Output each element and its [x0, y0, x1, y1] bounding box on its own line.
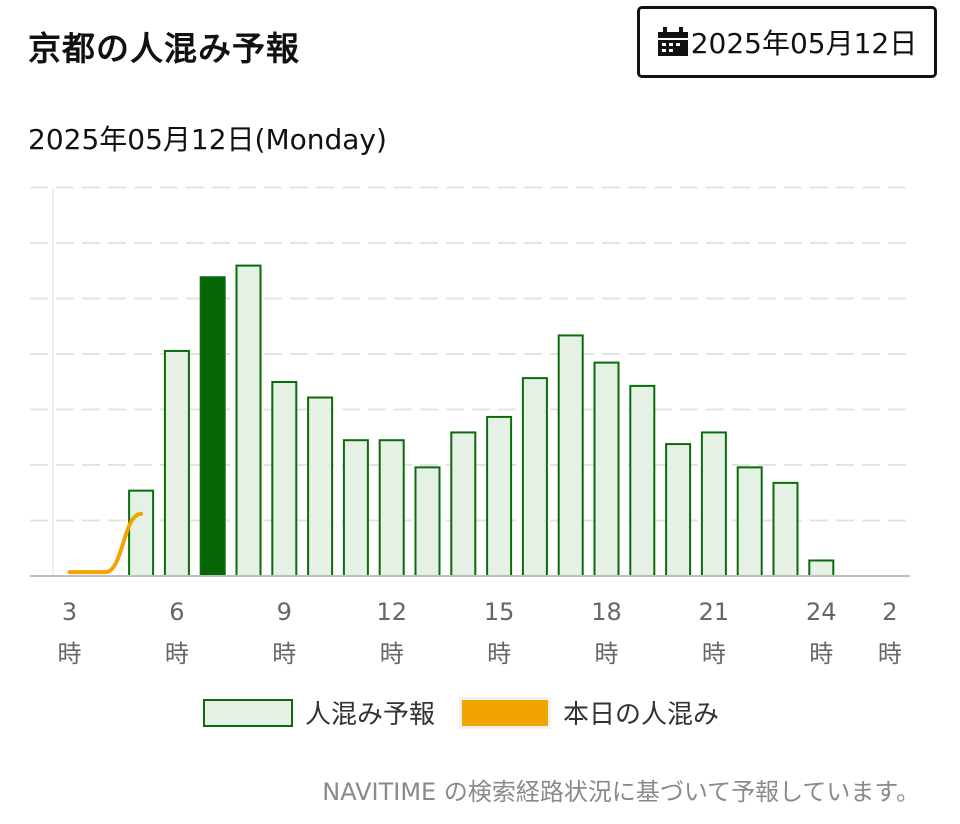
legend-swatch-today — [459, 696, 552, 729]
x-tick-label-21: 21 — [699, 598, 730, 626]
bar-hour-9 — [271, 381, 298, 577]
bar-hour-5 — [128, 489, 155, 578]
bar-hour-19 — [629, 384, 656, 577]
bar-hour-17 — [557, 334, 584, 577]
bar-hour-15 — [486, 415, 513, 577]
x-tick-label-24: 24 — [806, 598, 837, 626]
bar-hour-22 — [736, 466, 763, 577]
calendar-icon — [657, 27, 689, 57]
bar-hour-11 — [342, 439, 369, 578]
x-tick-unit-9: 時 — [272, 640, 296, 668]
x-tick-unit-3: 時 — [58, 640, 82, 668]
x-tick-label-12: 12 — [376, 598, 407, 626]
bar-hour-24 — [808, 559, 835, 578]
x-tick-unit-15: 時 — [487, 640, 511, 668]
x-tick-label-9: 9 — [277, 598, 292, 626]
x-tick-unit-12: 時 — [380, 640, 404, 668]
bar-hour-20 — [665, 443, 692, 577]
legend-label-forecast: 人混み予報 — [305, 700, 436, 730]
x-tick-label-3: 3 — [62, 598, 77, 626]
date-picker-button[interactable]: 2025年05月12日 — [637, 6, 937, 78]
source-note: NAVITIME の検索経路状況に基づいて予報しています。 — [322, 778, 920, 806]
x-tick-unit-18: 時 — [595, 640, 619, 668]
legend-swatch-forecast — [203, 698, 293, 727]
x-tick-unit-2: 時 — [878, 640, 902, 668]
bar-hour-13 — [414, 466, 441, 577]
crowd-forecast-chart: 3 時 6 時 9 時 12 時 15 時 18 時 21 時 24 時 2 時 — [30, 186, 910, 668]
bar-hour-12 — [378, 439, 405, 578]
bar-hour-6 — [163, 349, 190, 577]
bar-hour-23 — [772, 481, 799, 578]
bar-hour-7 — [199, 276, 226, 578]
x-tick-unit-21: 時 — [702, 640, 726, 668]
bar-hour-18 — [593, 361, 620, 577]
date-button-label: 2025年05月12日 — [690, 27, 918, 60]
today-crowd-line — [67, 511, 144, 575]
bar-hour-14 — [450, 431, 477, 577]
x-tick-label-15: 15 — [484, 598, 515, 626]
x-tick-unit-6: 時 — [165, 640, 189, 668]
bar-hour-8 — [235, 264, 262, 577]
selected-date-label: 2025年05月12日(Monday) — [28, 123, 387, 156]
page-title: 京都の人混み予報 — [28, 29, 300, 68]
x-tick-label-6: 6 — [169, 598, 184, 626]
bar-hour-16 — [521, 377, 548, 577]
bar-hour-10 — [307, 396, 334, 577]
x-tick-unit-24: 時 — [809, 640, 833, 668]
legend-label-today: 本日の人混み — [563, 700, 720, 730]
chart-legend: 人混み予報 本日の人混み — [203, 694, 719, 731]
x-tick-label-2: 2 — [882, 598, 897, 626]
bar-hour-21 — [700, 431, 727, 577]
x-tick-label-18: 18 — [591, 598, 622, 626]
